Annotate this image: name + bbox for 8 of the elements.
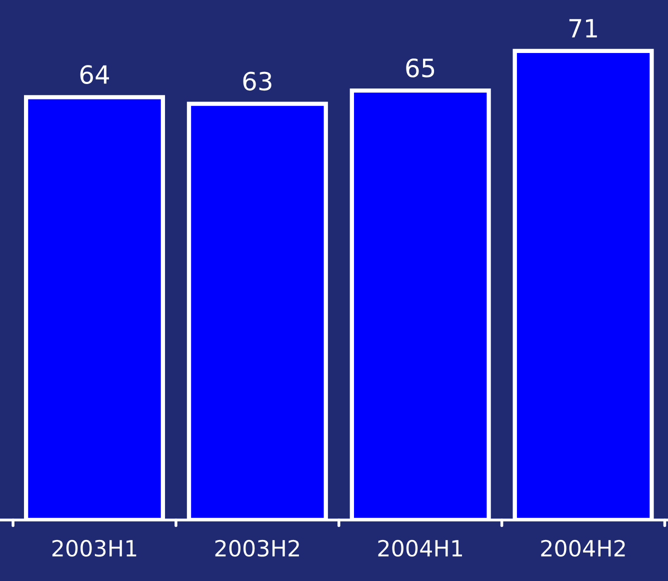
data-label: 65 [406,58,434,78]
x-tick-label: 2003H2 [215,540,299,557]
data-label: 63 [243,72,272,91]
x-tick-label: 2003H1 [52,540,136,557]
data-label: 71 [569,19,597,38]
x-tick-label: 2004H2 [541,540,625,557]
data-label: 64 [80,65,109,84]
x-tick-label: 2004H1 [378,540,462,557]
